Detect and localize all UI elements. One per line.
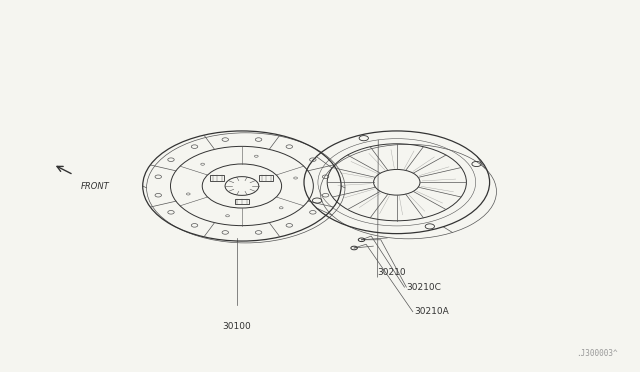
Text: 30210: 30210 — [378, 268, 406, 277]
Text: 30210A: 30210A — [415, 307, 449, 316]
Text: 30100: 30100 — [223, 322, 251, 331]
Text: 30210C: 30210C — [406, 283, 441, 292]
Text: .J300003^: .J300003^ — [576, 349, 618, 358]
Text: FRONT: FRONT — [81, 182, 110, 190]
